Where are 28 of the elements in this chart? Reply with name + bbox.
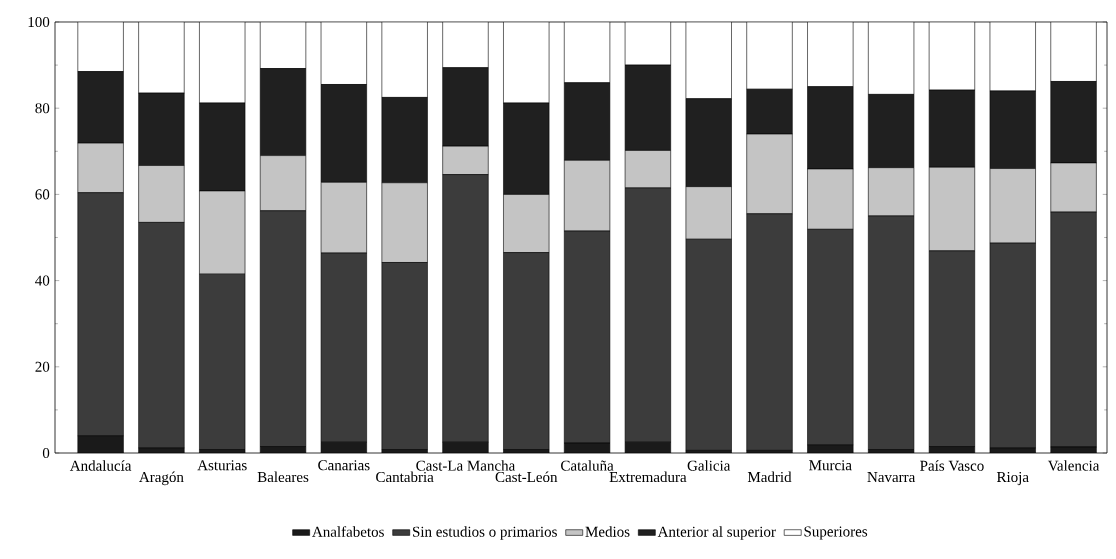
x-tick-label: Rioja	[996, 472, 1029, 486]
x-tick-label: Navarra	[867, 472, 916, 483]
x-tick-label: Asturias	[197, 460, 247, 471]
x-tick-label: Murcia	[809, 460, 852, 471]
y-tick-label: 20	[35, 361, 50, 372]
x-tick-label: Madrid	[747, 471, 792, 483]
x-tick-label: Cantabria	[376, 471, 434, 483]
legend-label: Analfabetos	[312, 526, 384, 537]
x-tick-label: Extremadura	[609, 471, 687, 483]
legend-label: Anterior al superior	[657, 526, 776, 540]
x-tick-label: Valencia	[1047, 460, 1100, 471]
legend-label: Sin estudios o primarios	[413, 526, 557, 540]
y-tick-label: 80	[35, 103, 50, 114]
x-tick-label: Aragón	[139, 471, 184, 486]
x-tick-label: Canarias	[318, 460, 370, 471]
x-tick-label: Cast-León	[495, 471, 558, 483]
x-tick-label: País Vasco	[920, 460, 984, 471]
y-tick-label: 0	[42, 447, 50, 459]
y-tick-label: 100	[28, 16, 50, 28]
y-tick-label: 60	[35, 189, 50, 200]
x-tick-label: Cast-La Mancha	[416, 460, 516, 471]
x-tick-label: Cataluña	[561, 460, 614, 471]
legend-label: Medios	[585, 526, 630, 537]
legend-label: Superiores	[804, 526, 868, 540]
y-tick-label: 40	[35, 275, 50, 286]
x-tick-label: Galicia	[687, 460, 731, 471]
x-tick-label: Baleares	[257, 471, 309, 483]
x-tick-label: Andalucía	[69, 460, 132, 471]
